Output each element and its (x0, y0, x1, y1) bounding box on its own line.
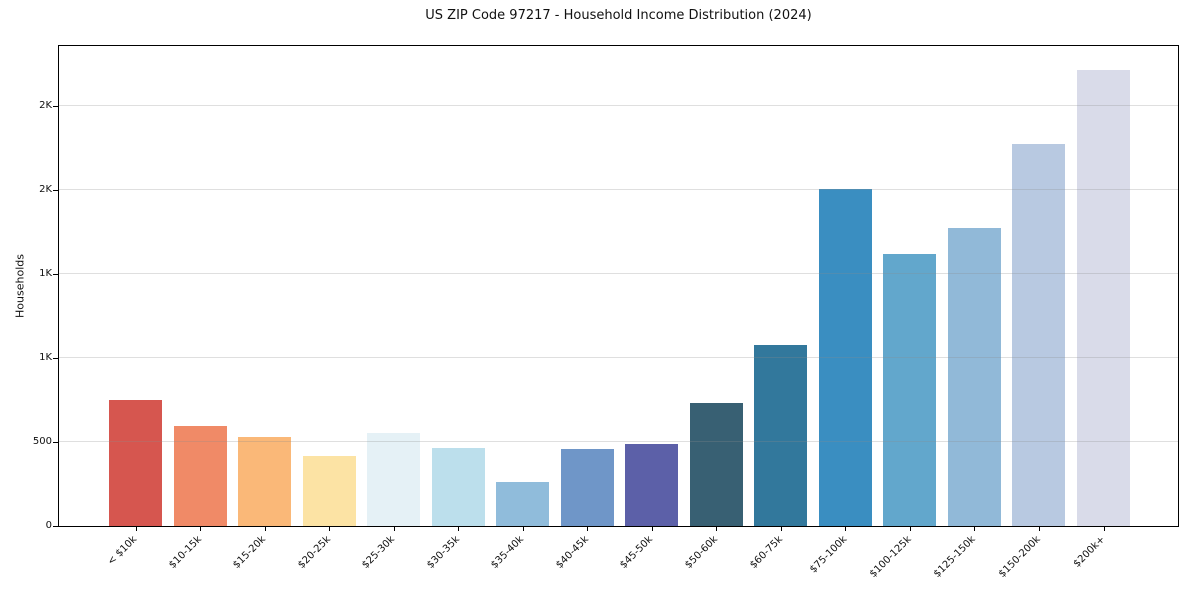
x-axis-tick (522, 527, 524, 531)
x-axis-tick (329, 527, 331, 531)
x-axis-tick (909, 527, 911, 531)
x-axis-tick (200, 527, 201, 531)
x-axis-tick (651, 527, 653, 531)
y-axis-tick (53, 358, 58, 360)
x-tick-label: $100-125k (867, 534, 914, 580)
x-tick-label: $30-35k (424, 534, 462, 571)
y-axis-tick (53, 106, 58, 108)
bar-< $10k (109, 400, 162, 526)
bar-$30-35k (431, 448, 485, 526)
x-tick-label: $35-40k (489, 534, 527, 571)
y-axis-tick (53, 526, 58, 527)
x-tick-label: $40-45k (554, 534, 591, 571)
y-axis-tick (53, 190, 58, 192)
y-tick-label: 0 (45, 520, 52, 531)
y-tick-label: 1K (39, 352, 52, 364)
x-axis-tick (1038, 527, 1040, 531)
bar-$60-75k (754, 344, 808, 526)
x-axis-tick (587, 527, 589, 531)
bar-$125-150k (947, 228, 1001, 526)
bar-$45-50k (625, 443, 679, 526)
x-tick-label: $10-15k (166, 534, 204, 571)
x-tick-label: $125-150k (932, 534, 979, 580)
gridline (59, 189, 1178, 191)
x-axis-tick (1103, 527, 1105, 531)
x-tick-label: < $10k (105, 534, 140, 568)
bar-$100-125k (883, 254, 937, 526)
y-tick-label: 2K (39, 184, 52, 196)
x-tick-label: $60-75k (747, 534, 785, 571)
bar-$150-200k (1012, 144, 1066, 526)
chart-title: US ZIP Code 97217 - Household Income Dis… (425, 8, 812, 23)
x-axis-tick (135, 527, 137, 531)
x-tick-label: $15-20k (231, 534, 269, 571)
x-tick-label: $75-100k (807, 534, 850, 576)
y-tick-label: 2K (39, 100, 52, 112)
y-axis-tick (53, 442, 58, 444)
x-axis-tick (264, 527, 266, 531)
x-axis-tick (458, 527, 460, 531)
x-tick-label: $50-60k (683, 534, 721, 571)
x-tick-label: $20-25k (295, 534, 333, 571)
bar-$10-15k (173, 426, 227, 526)
y-axis-tick (53, 274, 58, 276)
gridline (59, 441, 1178, 443)
gridline (59, 357, 1178, 359)
bar-$35-40k (496, 482, 550, 526)
bar-$40-45k (560, 448, 614, 526)
x-tick-label: $25-30k (360, 534, 398, 571)
plot-area (58, 45, 1179, 527)
bar-$20-25k (302, 455, 356, 526)
bar-$200k+ (1076, 69, 1130, 526)
x-axis-tick (393, 527, 395, 531)
bar-$15-20k (238, 437, 292, 526)
gridline (59, 273, 1178, 275)
x-axis-tick (974, 527, 976, 531)
bar-$25-30k (367, 432, 421, 526)
bar-$75-100k (818, 188, 872, 526)
y-axis-label: Households (13, 254, 27, 318)
x-axis-tick (716, 527, 718, 531)
x-axis-tick (845, 527, 847, 531)
y-tick-label: 1K (39, 268, 52, 280)
x-tick-label: $45-50k (618, 534, 656, 571)
bar-$50-60k (689, 402, 743, 526)
y-tick-label: 500 (32, 436, 52, 448)
x-tick-label: $200k+ (1071, 534, 1108, 570)
gridline (59, 105, 1178, 107)
x-axis-tick (780, 527, 782, 531)
x-tick-label: $150-200k (996, 534, 1043, 580)
